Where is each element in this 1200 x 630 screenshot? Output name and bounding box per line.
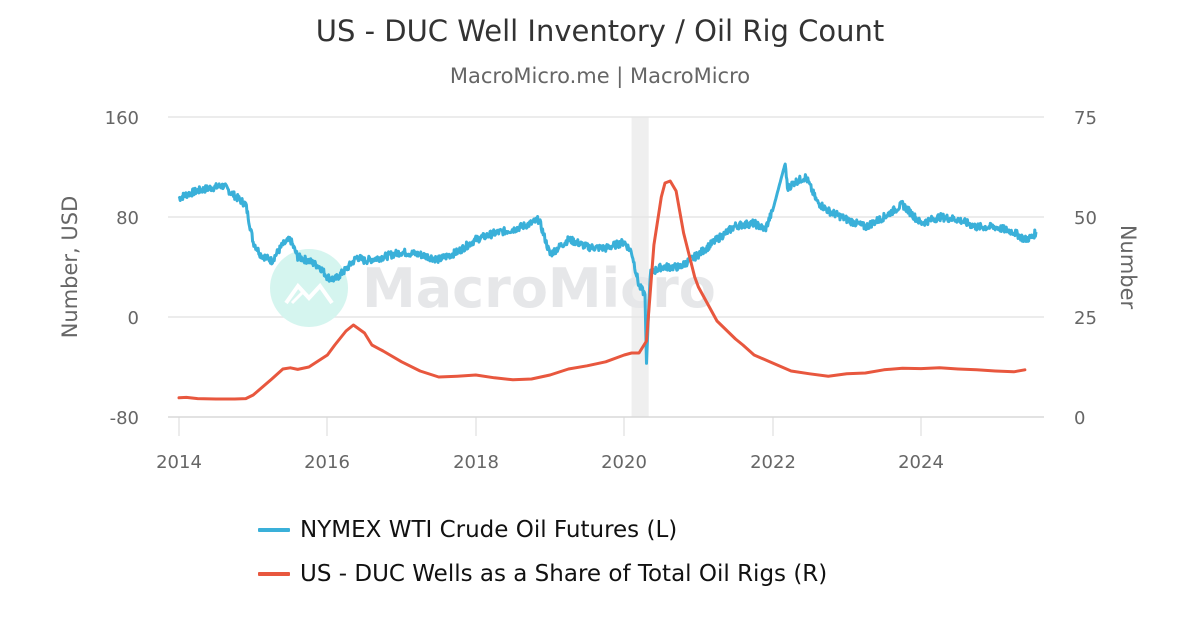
- left-y-tick: 0: [128, 308, 139, 329]
- chart-subtitle: MacroMicro.me | MacroMicro: [449, 64, 751, 88]
- left-y-tick: -80: [110, 408, 139, 429]
- right-y-tick: 25: [1074, 308, 1097, 329]
- legend-item-wti[interactable]: NYMEX WTI Crude Oil Futures (L): [258, 508, 827, 552]
- chart-plot-area: MacroMicro 160 80 0 -80 75 50 25 0 2014 …: [58, 108, 1140, 473]
- series-line-duc-share: [177, 179, 1027, 401]
- x-tick-label: 2024: [898, 452, 944, 473]
- x-tick-label: 2022: [750, 452, 796, 473]
- series-line-wti: [177, 162, 1038, 365]
- right-y-tick: 50: [1074, 208, 1097, 229]
- left-y-tick: 160: [105, 108, 139, 129]
- left-axis-title: Number, USD: [58, 196, 82, 339]
- right-y-tick: 75: [1074, 108, 1097, 129]
- legend-label-duc-share: US - DUC Wells as a Share of Total Oil R…: [300, 561, 828, 587]
- x-tick-label: 2014: [156, 452, 202, 473]
- x-tick-label: 2016: [304, 452, 350, 473]
- right-y-tick: 0: [1074, 408, 1085, 429]
- chart-title: US - DUC Well Inventory / Oil Rig Count: [315, 14, 885, 48]
- x-tick-label: 2020: [601, 452, 647, 473]
- legend-swatch-duc-share: [258, 572, 290, 576]
- chart-legend: NYMEX WTI Crude Oil Futures (L) US - DUC…: [258, 508, 827, 596]
- legend-swatch-wti: [258, 528, 290, 532]
- legend-item-duc-share[interactable]: US - DUC Wells as a Share of Total Oil R…: [258, 552, 827, 596]
- right-axis-title: Number: [1116, 225, 1140, 310]
- left-y-tick: 80: [116, 208, 139, 229]
- x-tick-marks: [178, 417, 922, 436]
- legend-label-wti: NYMEX WTI Crude Oil Futures (L): [300, 517, 678, 543]
- x-tick-label: 2018: [453, 452, 499, 473]
- macromicro-logo-icon: [270, 249, 348, 327]
